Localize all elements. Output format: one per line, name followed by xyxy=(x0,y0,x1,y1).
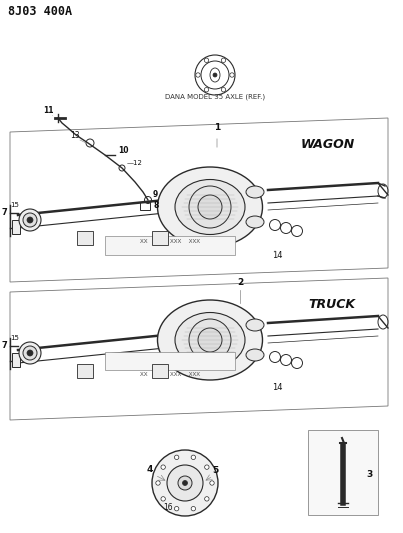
Bar xyxy=(105,236,235,255)
Circle shape xyxy=(205,465,209,470)
Text: WAGON: WAGON xyxy=(301,138,355,151)
Text: —12: —12 xyxy=(127,160,143,166)
Text: XX  XX  XXX  XXX: XX XX XXX XXX xyxy=(140,239,200,244)
Ellipse shape xyxy=(175,180,245,235)
Text: 15: 15 xyxy=(10,202,19,208)
Circle shape xyxy=(221,87,226,92)
Text: 14: 14 xyxy=(272,251,283,260)
Circle shape xyxy=(204,58,209,62)
Ellipse shape xyxy=(189,319,231,361)
Bar xyxy=(12,353,20,367)
Circle shape xyxy=(27,217,33,223)
Bar xyxy=(308,430,378,515)
Ellipse shape xyxy=(246,216,264,228)
Ellipse shape xyxy=(246,186,264,198)
Circle shape xyxy=(196,73,200,77)
Circle shape xyxy=(230,73,234,77)
Circle shape xyxy=(191,506,195,511)
Text: 7: 7 xyxy=(2,208,8,217)
Text: 1: 1 xyxy=(214,123,220,132)
Circle shape xyxy=(23,346,37,360)
Circle shape xyxy=(221,58,226,62)
Circle shape xyxy=(161,465,165,470)
Ellipse shape xyxy=(175,312,245,367)
Circle shape xyxy=(191,455,195,459)
Circle shape xyxy=(205,497,209,501)
Circle shape xyxy=(27,350,33,356)
Text: 8J03 400A: 8J03 400A xyxy=(8,5,72,18)
Text: 11: 11 xyxy=(43,106,53,115)
Circle shape xyxy=(178,476,192,490)
Text: 16: 16 xyxy=(163,503,173,512)
Bar xyxy=(77,231,93,245)
Text: 14: 14 xyxy=(272,383,283,392)
Circle shape xyxy=(204,87,209,92)
Circle shape xyxy=(19,209,41,231)
Ellipse shape xyxy=(189,186,231,228)
Text: 2: 2 xyxy=(237,278,243,287)
Circle shape xyxy=(210,481,214,485)
Text: 5: 5 xyxy=(212,466,218,475)
Text: TRUCK: TRUCK xyxy=(308,298,355,311)
Circle shape xyxy=(23,213,37,227)
Ellipse shape xyxy=(158,167,262,247)
Text: 9: 9 xyxy=(153,190,158,199)
Bar xyxy=(77,364,93,378)
Circle shape xyxy=(183,481,187,486)
Circle shape xyxy=(213,73,217,77)
Bar xyxy=(12,220,20,234)
Text: XX  XX  XXX  XXX: XX XX XXX XXX xyxy=(140,372,200,377)
Bar xyxy=(152,364,168,378)
Text: DANA MODEL 35 AXLE (REF.): DANA MODEL 35 AXLE (REF.) xyxy=(165,94,265,101)
Text: 8: 8 xyxy=(153,201,158,210)
Circle shape xyxy=(19,342,41,364)
Circle shape xyxy=(174,506,179,511)
Circle shape xyxy=(161,497,165,501)
Text: 3: 3 xyxy=(367,470,373,479)
Bar xyxy=(105,352,235,370)
Circle shape xyxy=(152,450,218,516)
Text: 4: 4 xyxy=(147,465,153,474)
Text: 13: 13 xyxy=(71,131,80,140)
Text: 9: 9 xyxy=(186,490,191,499)
Ellipse shape xyxy=(246,319,264,331)
Bar xyxy=(152,231,168,245)
Text: 10: 10 xyxy=(118,146,129,155)
Circle shape xyxy=(174,455,179,459)
Circle shape xyxy=(198,195,222,219)
Text: 7: 7 xyxy=(2,341,8,350)
Bar xyxy=(140,202,150,210)
Circle shape xyxy=(167,465,203,501)
Circle shape xyxy=(156,481,160,485)
Ellipse shape xyxy=(158,300,262,380)
Text: 15: 15 xyxy=(10,335,19,341)
Circle shape xyxy=(198,328,222,352)
Ellipse shape xyxy=(246,349,264,361)
